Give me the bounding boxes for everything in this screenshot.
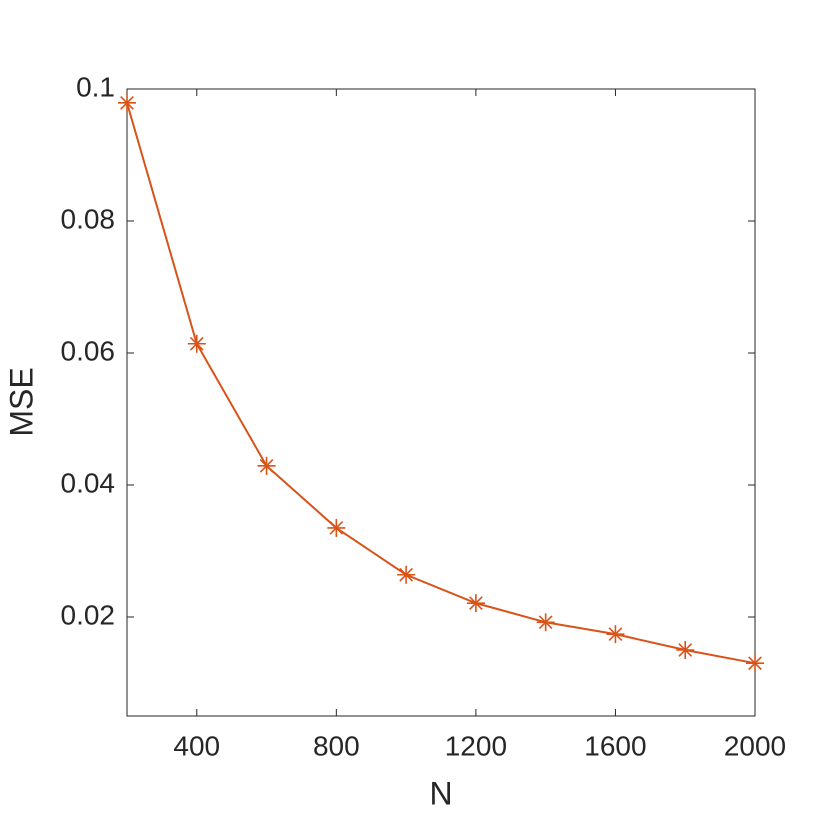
marker [397,565,416,584]
marker [746,654,764,673]
marker-stroke [120,95,134,110]
x-tick-label: 1600 [584,730,646,761]
y-tick-label: 0.06 [61,335,116,366]
y-tick-label: 0.08 [61,203,116,234]
marker-stroke [748,656,762,671]
marker-stroke [469,596,483,611]
y-tick-label: 0.04 [61,467,116,498]
marker-stroke [678,643,693,657]
marker-stroke [329,521,344,535]
marker [257,456,276,475]
x-axis-label: N [429,775,452,811]
x-tick-label: 800 [313,730,360,761]
marker [327,518,346,537]
marker [118,93,136,112]
marker-stroke [538,615,553,630]
marker [187,334,206,353]
line [126,102,756,665]
marker-stroke [189,336,204,351]
y-axis-label: MSE [3,367,39,436]
marker [606,625,625,644]
y-tick-label: 0.02 [61,599,116,630]
marker-stroke [259,458,274,473]
x-tick-label: 2000 [724,730,786,761]
marker-stroke [608,627,623,642]
x-tick-label: 1200 [445,730,507,761]
marker-stroke [399,567,413,582]
marker [466,594,485,613]
marker [676,641,695,659]
x-tick-label: 400 [173,730,220,761]
y-tick-label: 0.1 [76,71,115,102]
marker [536,613,555,632]
axes-box [126,88,756,717]
